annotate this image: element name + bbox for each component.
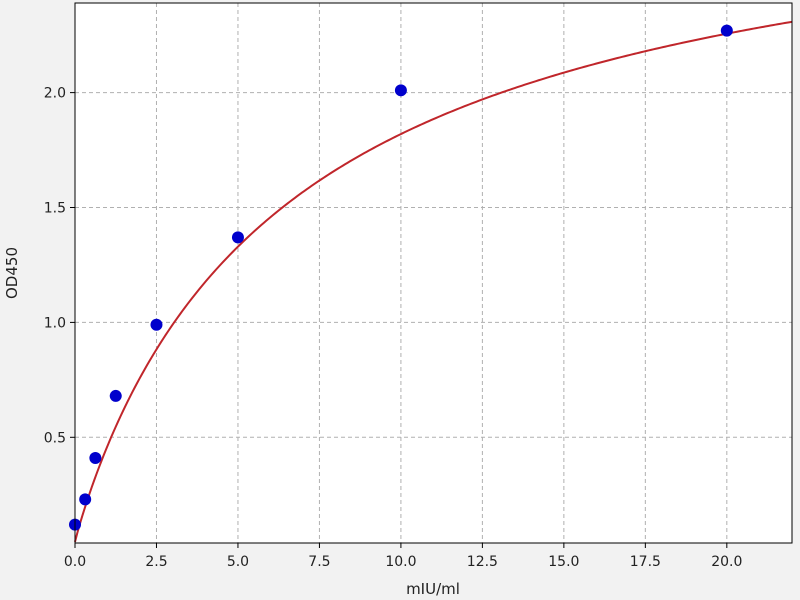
data-point — [720, 24, 733, 37]
data-point — [79, 493, 92, 506]
x-tick-label: 20.0 — [711, 554, 742, 570]
x-tick-label: 12.5 — [467, 554, 498, 570]
x-tick-label: 10.0 — [385, 554, 416, 570]
x-tick-label: 7.5 — [308, 554, 330, 570]
y-tick-label: 1.5 — [44, 201, 66, 217]
x-tick-label: 15.0 — [548, 554, 579, 570]
y-tick-label: 0.5 — [44, 430, 66, 446]
data-point — [109, 389, 122, 402]
x-tick-label: 0.0 — [64, 554, 86, 570]
grid — [74, 3, 792, 543]
x-tick-label: 17.5 — [630, 554, 661, 570]
x-axis: 0.0 2.5 5.0 7.5 10.0 12.5 15.0 17.5 20.0 — [64, 543, 742, 570]
y-tick-label: 1.0 — [44, 315, 66, 331]
x-tick-label: 2.5 — [145, 554, 167, 570]
fit-curve — [74, 20, 793, 543]
data-point — [150, 318, 163, 331]
data-point — [231, 231, 244, 244]
y-tick-label: 2.0 — [44, 86, 66, 102]
x-axis-label: mIU/ml — [406, 580, 460, 598]
y-axis-label: OD450 — [3, 247, 21, 299]
fit-curve-layer — [74, 20, 793, 543]
data-point — [394, 84, 407, 97]
plot-frame — [74, 2, 793, 544]
data-point — [89, 451, 102, 464]
x-tick-label: 5.0 — [227, 554, 249, 570]
plot-background — [75, 3, 792, 543]
y-axis: 0.5 1.0 1.5 2.0 — [44, 86, 75, 446]
